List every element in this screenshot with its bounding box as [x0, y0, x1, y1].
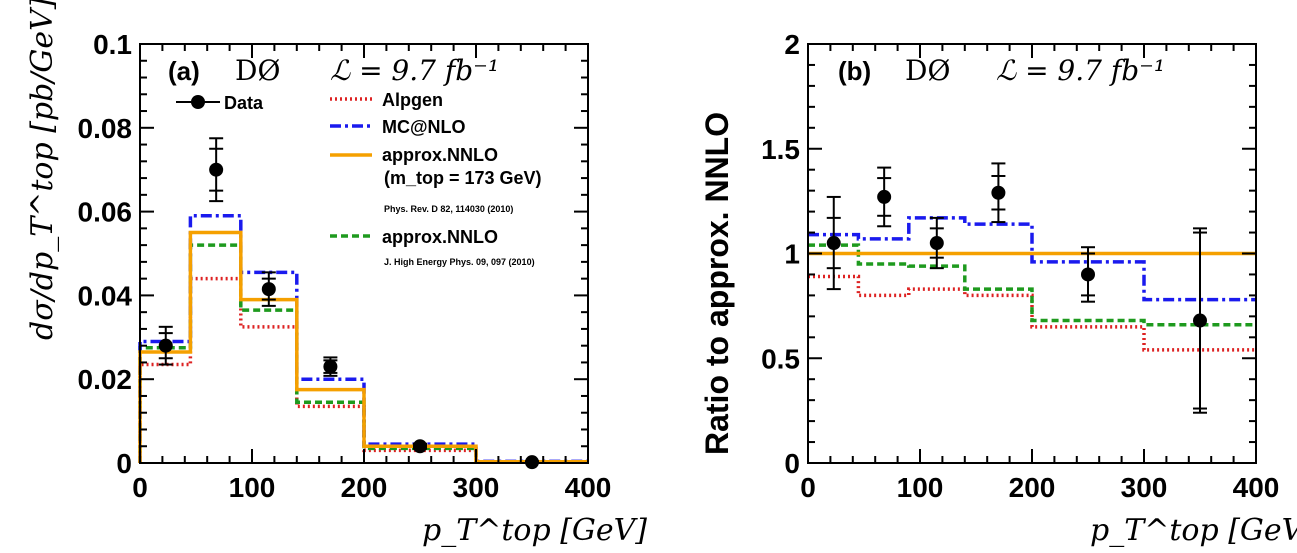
y-tick-label: 0	[116, 448, 132, 479]
legend-nnlo1-label: approx.NNLO	[382, 145, 498, 165]
data-point	[826, 236, 841, 251]
series-dashdot-histogram	[808, 216, 1256, 302]
series-dotted-histogram	[808, 274, 1256, 352]
panel-a-ylabel: dσ/dp_T^top [pb/GeV]	[25, 0, 60, 340]
x-tick-label: 100	[229, 472, 276, 503]
plot-area-a: 0 100 200 300 400 0 0.02 0.04 0.06 0.08 0.1	[78, 29, 612, 503]
panel-a: (a) DØ ℒ = 9.7 fb⁻¹ Data Alpgen MC@NLO a…	[25, 0, 647, 548]
legend-nnlo2-label: approx.NNLO	[382, 227, 498, 247]
y-tick-label: 0.1	[93, 29, 132, 60]
data-point	[991, 185, 1006, 200]
panel-b: (b) DØ ℒ = 9.7 fb⁻¹ p_T^top [GeV] Ratio …	[699, 54, 1297, 548]
panel-b-luminosity: ℒ = 9.7 fb⁻¹	[996, 54, 1165, 87]
x-tick-label: 400	[565, 472, 612, 503]
legend-nnlo2-ref: J. High Energy Phys. 09, 097 (2010)	[384, 257, 535, 267]
series-dashed-histogram	[808, 243, 1256, 327]
x-tick-label: 100	[897, 472, 944, 503]
legend-alpgen-label: Alpgen	[382, 90, 443, 110]
y-tick-label: 1.5	[761, 134, 800, 165]
data-point	[1193, 313, 1207, 328]
data-point	[261, 282, 276, 297]
y-tick-label: 2	[784, 29, 800, 60]
legend-a: Data Alpgen MC@NLO approx.NNLO (m_top = …	[176, 90, 542, 267]
x-tick-label: 200	[341, 472, 388, 503]
legend-data-label: Data	[224, 93, 264, 113]
y-tick-label: 0.08	[78, 113, 133, 144]
legend-data-marker	[191, 95, 205, 109]
x-tick-label: 200	[1009, 472, 1056, 503]
y-tick-label: 0.02	[78, 364, 133, 395]
x-tick-label: 300	[1121, 472, 1168, 503]
legend-nnlo1-ref: Phys. Rev. D 82, 114030 (2010)	[384, 204, 513, 214]
data-point	[877, 189, 892, 204]
data-point	[413, 439, 427, 454]
y-tick-label: 1	[784, 239, 800, 270]
panel-b-experiment: DØ	[905, 54, 950, 87]
x-tick-label: 0	[132, 472, 148, 503]
panel-b-label: (b)	[838, 56, 871, 86]
plot-area-b: 0 100 200 300 400 0 0.5 1 1.5 2	[761, 29, 1279, 503]
y-tick-label: 0.06	[78, 197, 133, 228]
series-solid-histogram	[138, 230, 588, 464]
data-point	[158, 338, 173, 353]
x-tick-label: 0	[800, 472, 816, 503]
y-tick-label: 0.5	[761, 343, 800, 374]
y-tick-label: 0	[784, 448, 800, 479]
legend-mcatnlo-label: MC@NLO	[382, 117, 466, 137]
x-tick-label: 400	[1233, 472, 1280, 503]
panel-b-ylabel: Ratio to approx. NNLO	[699, 112, 735, 455]
y-tick-label: 0.04	[78, 280, 133, 311]
panel-a-luminosity: ℒ = 9.7 fb⁻¹	[330, 54, 499, 87]
data-point	[1081, 267, 1095, 282]
data-point	[929, 236, 944, 251]
legend-nnlo1-mass: (m_top = 173 GeV)	[384, 168, 542, 188]
panel-a-xlabel: p_T^top [GeV]	[422, 513, 647, 548]
data-point	[323, 359, 338, 374]
data-point	[209, 162, 224, 177]
panel-b-xlabel: p_T^top [GeV]	[1090, 513, 1297, 548]
panel-a-label: (a)	[168, 56, 200, 86]
panel-a-experiment: DØ	[235, 54, 280, 87]
x-tick-label: 300	[453, 472, 500, 503]
